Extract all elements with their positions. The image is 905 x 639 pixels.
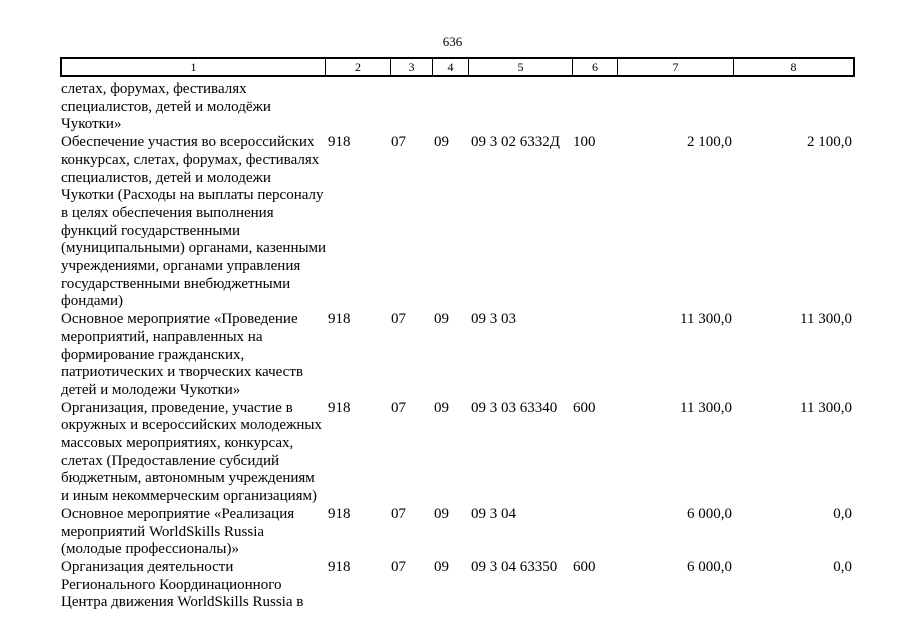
table-row: Организация деятельности Регионального К… <box>61 559 853 612</box>
row-amount-2: 0,0 <box>833 558 852 575</box>
row-amount-1: 6 000,0 <box>687 558 732 575</box>
row-section-code: 07 <box>391 399 406 416</box>
row-subsection-code: 09 <box>434 558 449 575</box>
row-grbs-code: 918 <box>328 399 351 416</box>
row-amount-1: 11 300,0 <box>680 311 732 328</box>
row-grbs-code: 918 <box>328 134 351 151</box>
row-amount-2: 11 300,0 <box>800 311 852 328</box>
row-subsection-code: 09 <box>434 505 449 522</box>
column-header-3: 3 <box>390 59 432 75</box>
row-section-code: 07 <box>391 558 406 575</box>
row-expense-type-code: 600 <box>573 399 596 416</box>
row-amount-2: 2 100,0 <box>807 134 852 151</box>
row-name: Обеспечение участия во всероссийских кон… <box>61 134 327 310</box>
row-subsection-code: 09 <box>434 134 449 151</box>
table-row: слетах, форумах, фестивалях специалистов… <box>61 81 853 134</box>
row-name: слетах, форумах, фестивалях специалистов… <box>61 81 271 133</box>
row-target-code: 09 3 04 <box>471 505 516 522</box>
row-grbs-code: 918 <box>328 558 351 575</box>
row-target-code: 09 3 02 6332Д <box>471 134 560 151</box>
row-section-code: 07 <box>391 505 406 522</box>
row-section-code: 07 <box>391 311 406 328</box>
row-amount-2: 11 300,0 <box>800 399 852 416</box>
row-name: Основное мероприятие «Реализация меропри… <box>61 505 295 558</box>
table-row: Обеспечение участия во всероссийских кон… <box>61 134 853 311</box>
row-expense-type-code: 600 <box>573 558 596 575</box>
row-name: Организация деятельности Регионального К… <box>61 558 304 611</box>
column-header-5: 5 <box>468 59 572 75</box>
table-row: Организация, проведение, участие в окруж… <box>61 400 853 506</box>
row-name: Основное мероприятие «Проведение меропри… <box>61 311 303 398</box>
column-header-4: 4 <box>432 59 468 75</box>
row-amount-2: 0,0 <box>833 505 852 522</box>
row-grbs-code: 918 <box>328 311 351 328</box>
row-name: Организация, проведение, участие в окруж… <box>61 399 322 505</box>
table-body: слетах, форумах, фестивалях специалистов… <box>61 81 853 612</box>
row-expense-type-code: 100 <box>573 134 596 151</box>
column-header-8: 8 <box>733 59 853 75</box>
column-header-7: 7 <box>617 59 733 75</box>
row-amount-1: 2 100,0 <box>687 134 732 151</box>
table-row: Основное мероприятие «Реализация меропри… <box>61 506 853 559</box>
row-amount-1: 6 000,0 <box>687 505 732 522</box>
column-header-1: 1 <box>190 60 197 74</box>
table-row: Основное мероприятие «Проведение меропри… <box>61 311 853 400</box>
row-section-code: 07 <box>391 134 406 151</box>
row-target-code: 09 3 03 63340 <box>471 399 558 416</box>
row-target-code: 09 3 04 63350 <box>471 558 558 575</box>
row-subsection-code: 09 <box>434 399 449 416</box>
row-amount-1: 11 300,0 <box>680 399 732 416</box>
column-header-2: 2 <box>325 59 390 75</box>
row-subsection-code: 09 <box>434 311 449 328</box>
column-header-6: 6 <box>572 59 617 75</box>
page-number: 636 <box>442 34 463 49</box>
table-header-row: 1 2 3 4 5 6 7 8 <box>60 57 855 77</box>
row-target-code: 09 3 03 <box>471 311 516 328</box>
row-grbs-code: 918 <box>328 505 351 522</box>
